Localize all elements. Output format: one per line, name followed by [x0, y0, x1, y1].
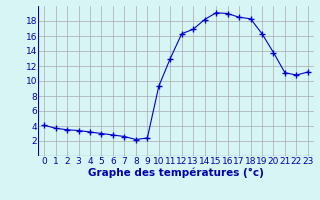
X-axis label: Graphe des températures (°c): Graphe des températures (°c) [88, 168, 264, 178]
